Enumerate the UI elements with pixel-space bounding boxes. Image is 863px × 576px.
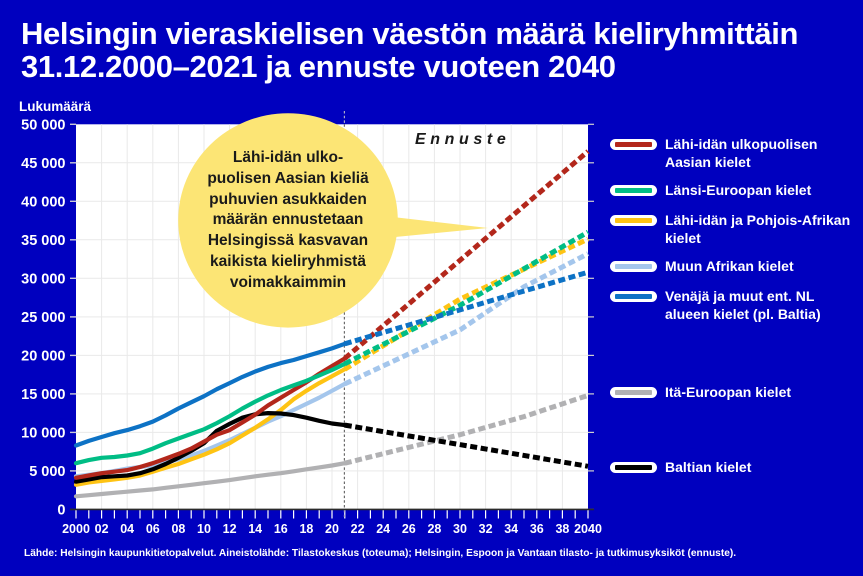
svg-text:15 000: 15 000 [21, 387, 65, 403]
svg-text:26: 26 [402, 522, 416, 536]
svg-text:45 000: 45 000 [21, 156, 65, 172]
svg-text:28: 28 [427, 522, 441, 536]
svg-text:50 000: 50 000 [21, 117, 65, 133]
svg-text:08: 08 [171, 522, 185, 536]
svg-text:35 000: 35 000 [21, 233, 65, 249]
svg-text:38: 38 [555, 522, 569, 536]
svg-text:06: 06 [146, 522, 160, 536]
svg-text:40 000: 40 000 [21, 194, 65, 210]
svg-text:18: 18 [299, 522, 313, 536]
svg-text:04: 04 [120, 522, 134, 536]
svg-text:30 000: 30 000 [21, 271, 65, 287]
svg-text:12: 12 [223, 522, 237, 536]
svg-text:20: 20 [325, 522, 339, 536]
svg-text:22: 22 [351, 522, 365, 536]
svg-text:32: 32 [479, 522, 493, 536]
svg-text:2040: 2040 [574, 522, 602, 536]
svg-text:5 000: 5 000 [29, 464, 65, 480]
svg-text:0: 0 [57, 502, 65, 518]
svg-text:34: 34 [504, 522, 518, 536]
svg-text:10 000: 10 000 [21, 425, 65, 441]
svg-text:16: 16 [274, 522, 288, 536]
svg-text:10: 10 [197, 522, 211, 536]
svg-text:25 000: 25 000 [21, 310, 65, 326]
svg-text:20 000: 20 000 [21, 348, 65, 364]
svg-text:30: 30 [453, 522, 467, 536]
svg-text:2000: 2000 [62, 522, 90, 536]
svg-text:02: 02 [95, 522, 109, 536]
svg-text:14: 14 [248, 522, 262, 536]
svg-text:24: 24 [376, 522, 390, 536]
svg-text:36: 36 [530, 522, 544, 536]
